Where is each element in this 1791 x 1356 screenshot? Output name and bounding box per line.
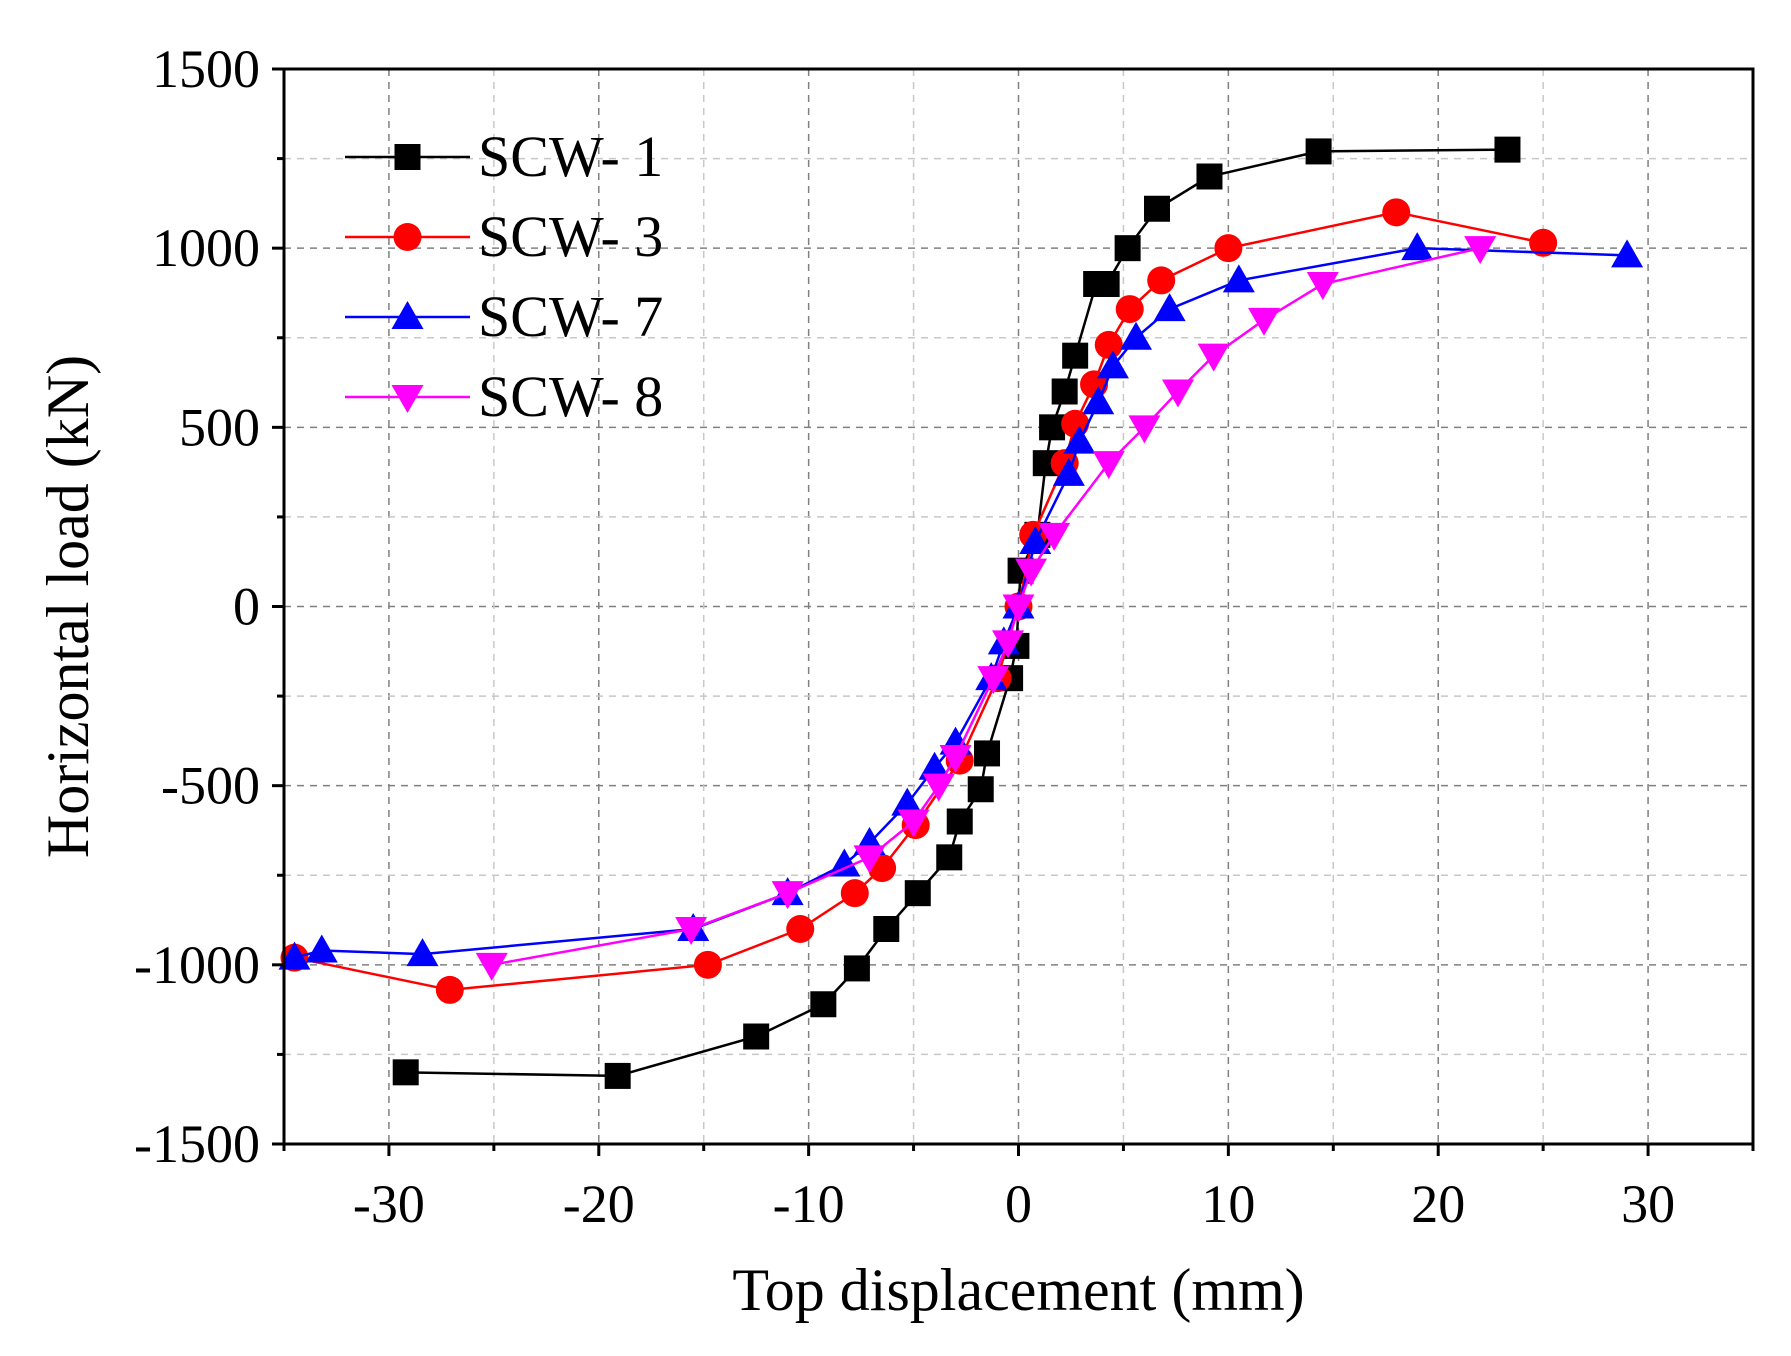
data-point: [1094, 330, 1123, 359]
legend-marker: [394, 144, 421, 170]
data-point: [946, 808, 973, 835]
data-point: [1039, 414, 1066, 441]
y-tick-label: -1000: [134, 935, 260, 995]
legend-label: SCW- 1: [478, 124, 663, 189]
x-tick-label: 0: [1005, 1174, 1032, 1234]
data-point: [1115, 295, 1144, 324]
data-point: [1092, 451, 1125, 480]
legend-label: SCW- 3: [478, 204, 663, 269]
data-point: [406, 938, 439, 967]
y-tick-label: 0: [233, 577, 260, 637]
legend-item: SCW- 3: [345, 204, 663, 269]
data-point: [1197, 343, 1230, 372]
data-point: [392, 1059, 419, 1086]
data-point: [771, 881, 804, 910]
data-point: [305, 934, 338, 963]
data-point: [1114, 235, 1141, 262]
legend-marker: [391, 301, 424, 329]
data-point: [1464, 236, 1497, 265]
data-point: [604, 1062, 631, 1089]
x-tick-label: -20: [563, 1174, 635, 1234]
x-tick-label: 20: [1411, 1174, 1465, 1234]
data-point: [435, 975, 464, 1004]
data-point: [1120, 321, 1153, 350]
data-point: [1019, 526, 1052, 554]
data-point: [992, 630, 1025, 659]
series-4: [475, 236, 1497, 981]
data-point: [1147, 266, 1176, 295]
data-point: [873, 916, 900, 942]
data-point: [843, 955, 870, 982]
data-point: [786, 915, 815, 943]
data-point: [922, 773, 955, 802]
data-point: [1494, 136, 1521, 163]
data-point: [1015, 558, 1048, 587]
data-point: [1002, 594, 1035, 623]
data-point: [810, 991, 837, 1018]
data-point: [1051, 378, 1078, 405]
data-point: [1248, 307, 1281, 336]
data-point: [1214, 234, 1243, 263]
data-point: [1153, 293, 1186, 322]
x-tick-label: 30: [1621, 1174, 1675, 1234]
data-point: [1128, 415, 1161, 444]
y-tick-label: -500: [161, 756, 260, 816]
data-point: [693, 950, 722, 979]
axis-ticks: -30 -20 -10 0 10 20 30 1500 1000 500 0 -500 -1000 -15…: [134, 39, 1755, 1234]
x-tick-label: 10: [1201, 1174, 1255, 1234]
y-tick-label: -1500: [134, 1114, 260, 1174]
data-point: [977, 666, 1010, 695]
x-axis-title: Top displacement (mm): [732, 1257, 1304, 1323]
y-axis-title: Horizontal load (kN): [35, 355, 101, 858]
data-point: [1305, 138, 1332, 165]
data-point: [1196, 163, 1223, 190]
data-point: [840, 879, 869, 908]
legend-marker: [393, 223, 422, 251]
data-point: [1062, 342, 1089, 369]
x-tick-label: -10: [773, 1174, 845, 1234]
data-point: [891, 787, 924, 816]
data-point: [1401, 232, 1434, 261]
legend: SCW- 1 SCW- 3 SCW- 7 SCW- 8: [345, 124, 663, 429]
y-tick-label: 1000: [152, 218, 260, 278]
data-point: [897, 809, 930, 838]
data-point: [828, 848, 861, 877]
data-point: [278, 941, 311, 970]
data-point: [475, 952, 508, 981]
data-point: [1082, 386, 1115, 415]
data-point: [1038, 522, 1071, 551]
data-point: [1093, 271, 1120, 297]
data-point: [939, 745, 972, 773]
data-point: [936, 844, 963, 871]
data-point: [1052, 457, 1085, 486]
data-point: [1096, 350, 1129, 379]
x-tick-label: -30: [353, 1174, 425, 1234]
data-point: [974, 740, 1001, 767]
data-point: [1161, 379, 1194, 408]
data-point: [743, 1023, 770, 1050]
data-point: [1144, 195, 1171, 222]
legend-item: SCW- 1: [345, 124, 663, 189]
data-point: [918, 751, 951, 780]
data-point: [853, 845, 886, 874]
data-point: [1529, 228, 1558, 257]
y-tick-label: 1500: [152, 39, 260, 99]
legend-item: SCW- 8: [345, 364, 663, 429]
data-point: [1306, 272, 1339, 300]
data-point: [1222, 264, 1255, 293]
data-point: [1063, 425, 1096, 454]
series-1: [392, 136, 1521, 1089]
data-point: [1611, 239, 1644, 268]
legend-marker: [391, 385, 424, 413]
legend-label: SCW- 7: [478, 284, 663, 349]
data-point: [967, 776, 994, 803]
legend-item: SCW- 7: [345, 284, 663, 349]
legend-label: SCW- 8: [478, 364, 663, 429]
y-tick-label: 500: [179, 397, 260, 457]
data-point: [675, 917, 708, 945]
data-point: [1382, 198, 1411, 227]
data-point: [904, 880, 931, 907]
plot-area: [278, 136, 1644, 1089]
